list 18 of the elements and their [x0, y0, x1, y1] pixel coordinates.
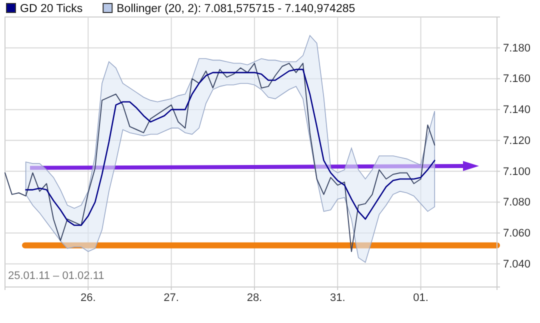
annotation: 25.01.11 – 01.02.11: [8, 270, 104, 282]
legend-label: GD 20 Ticks: [20, 3, 83, 15]
x-tick-label: 28.: [246, 292, 262, 304]
y-tick-label: 7.160: [503, 73, 531, 86]
text: Bollinger (20, 2): 7.081,575715 - 7.140,974285: [116, 3, 356, 15]
x-tick-label: 27.: [164, 292, 179, 304]
y-tick-label: 7.120: [503, 134, 531, 147]
x-tick-label: 01.: [413, 292, 428, 304]
y-tick-label: 7.080: [503, 196, 531, 209]
x-tick-label: 31.: [330, 292, 346, 304]
line-series: [4, 62, 436, 252]
y-tick-label: 7.060: [503, 228, 531, 240]
y-tick-label: 7.140: [503, 104, 531, 116]
y-tick-label: 7.100: [503, 166, 531, 178]
x-tick-label: 26.: [80, 292, 96, 304]
y-tick-label: 7.180: [503, 42, 531, 54]
y-tick-label: 7.040: [503, 258, 531, 270]
line-series: [25, 68, 436, 226]
